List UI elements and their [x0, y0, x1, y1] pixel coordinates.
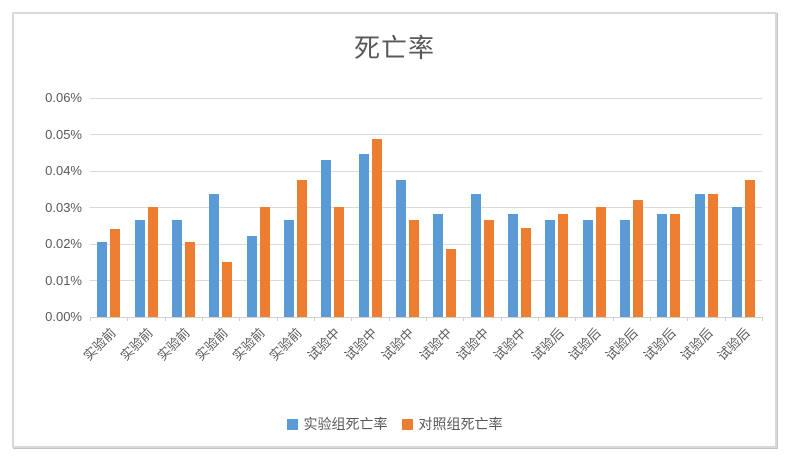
bar-series-0-cat-15[interactable]: [657, 214, 668, 317]
bar-series-1-cat-13[interactable]: [595, 207, 606, 317]
bar-series-0-cat-1[interactable]: [134, 220, 145, 317]
y-axis-tick-label: 0.00%: [45, 309, 82, 324]
bar-series-0-cat-14[interactable]: [619, 220, 630, 317]
x-axis-tick: [388, 317, 390, 321]
bar-series-0-cat-13[interactable]: [582, 220, 593, 317]
y-axis-tick-label: 0.04%: [45, 163, 82, 178]
bar-series-0-cat-8[interactable]: [395, 180, 406, 317]
bar-series-0-cat-5[interactable]: [283, 220, 294, 317]
bar-series-0-cat-7[interactable]: [358, 153, 369, 317]
bar-series-0-cat-2[interactable]: [171, 220, 182, 317]
x-axis-tick: [500, 317, 502, 321]
x-axis-tick: [202, 317, 203, 321]
bar-series-0-cat-6[interactable]: [321, 160, 332, 317]
y-axis-tick-label: 0.05%: [45, 126, 82, 142]
x-axis-tick: [612, 317, 614, 321]
bar-series-1-cat-14[interactable]: [632, 199, 643, 317]
bar-series-1-cat-10[interactable]: [483, 220, 494, 317]
x-axis-tick: [276, 317, 278, 321]
x-axis-tick: [724, 317, 726, 321]
x-axis-tick: [463, 317, 465, 321]
x-axis-tick: [164, 317, 166, 321]
bar-series-1-cat-17[interactable]: [744, 179, 755, 317]
bar-series-1-cat-15[interactable]: [670, 214, 681, 317]
legend-item-series-0[interactable]: 实验组死亡率: [286, 414, 388, 434]
bar-series-0-cat-4[interactable]: [246, 235, 257, 317]
bar-series-1-cat-8[interactable]: [408, 220, 419, 317]
legend-color-swatch-icon: [286, 418, 298, 430]
legend-label: 实验组死亡率: [303, 417, 388, 433]
bar-series-0-cat-10[interactable]: [470, 194, 481, 317]
bar-series-0-cat-0[interactable]: [97, 242, 108, 317]
x-axis-tick: [314, 317, 315, 321]
gridline: [90, 207, 762, 208]
bar-series-0-cat-12[interactable]: [545, 220, 556, 317]
y-axis: 0.00% 0.01% 0.02% 0.03% 0.04% 0.05% 0.06%: [20, 14, 82, 446]
legend: 实验组死亡率 对照组死亡率: [14, 414, 775, 434]
x-axis-tick: [239, 317, 241, 321]
legend-label: 对照组死亡率: [418, 417, 503, 433]
x-axis-tick: [650, 317, 651, 321]
bar-series-1-cat-1[interactable]: [147, 207, 158, 317]
gridline: [90, 97, 762, 99]
gridline: [90, 243, 762, 245]
chart-frame: 死亡率 0.00% 0.01% 0.02% 0.03% 0.04% 0.05% 0.06% …: [12, 12, 777, 448]
x-axis-tick: [687, 317, 689, 321]
bar-series-0-cat-9[interactable]: [433, 214, 444, 317]
bar-series-1-cat-0[interactable]: [110, 229, 121, 317]
bar-series-1-cat-9[interactable]: [446, 249, 457, 317]
y-axis-tick-label: 0.01%: [45, 272, 82, 288]
bar-series-1-cat-6[interactable]: [334, 207, 345, 317]
gridline: [90, 280, 762, 281]
bar-series-1-cat-5[interactable]: [296, 179, 307, 317]
x-axis-tick: [90, 317, 91, 321]
bar-series-1-cat-4[interactable]: [259, 207, 270, 317]
x-axis-tick: [538, 317, 539, 321]
bar-series-1-cat-16[interactable]: [707, 194, 718, 317]
bar-series-1-cat-2[interactable]: [184, 242, 195, 317]
bar-series-1-cat-12[interactable]: [558, 214, 569, 317]
x-axis-tick: [127, 317, 129, 321]
x-axis-tick: [575, 317, 577, 321]
y-axis-tick-label: 0.02%: [45, 236, 82, 251]
x-axis-tick: [351, 317, 353, 321]
plot-area: [90, 97, 762, 318]
x-axis-tick: [426, 317, 427, 321]
legend-color-swatch-icon: [401, 418, 413, 430]
bar-series-1-cat-7[interactable]: [371, 139, 382, 317]
bar-series-1-cat-11[interactable]: [520, 227, 531, 317]
chart-title[interactable]: 死亡率: [353, 34, 435, 64]
gridline: [90, 134, 762, 135]
legend-item-series-1[interactable]: 对照组死亡率: [401, 414, 503, 434]
bar-series-1-cat-3[interactable]: [222, 262, 233, 317]
bar-series-0-cat-11[interactable]: [507, 214, 518, 317]
bar-series-0-cat-16[interactable]: [694, 194, 705, 317]
y-axis-tick-label: 0.06%: [45, 90, 82, 105]
bar-series-0-cat-3[interactable]: [209, 194, 220, 317]
gridline: [90, 170, 762, 172]
bar-series-0-cat-17[interactable]: [731, 207, 742, 317]
y-axis-tick-label: 0.03%: [45, 199, 82, 215]
x-axis-tick: [762, 317, 763, 321]
